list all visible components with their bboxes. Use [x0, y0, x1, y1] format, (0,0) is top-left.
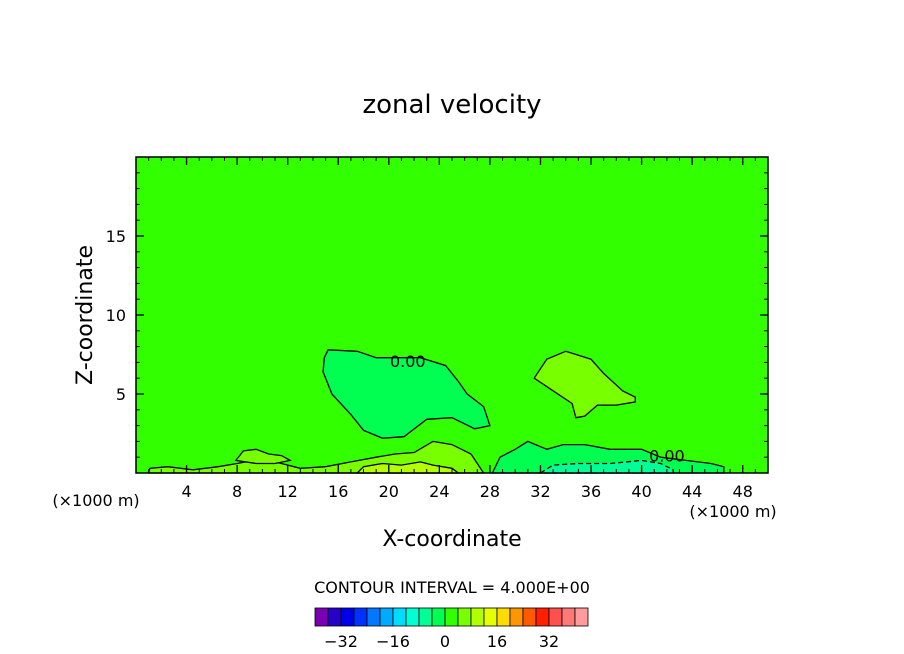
x-tick-label: 48: [733, 482, 753, 501]
x-tick-label: 40: [631, 482, 651, 501]
colorbar-tick-label: 0: [440, 632, 450, 651]
x-tick-label: 20: [379, 482, 399, 501]
y-tick-label: 5: [116, 385, 126, 404]
colorbar-swatch: [353, 607, 368, 627]
chart-title: zonal velocity: [362, 90, 541, 120]
colorbar-swatch: [431, 607, 446, 627]
positive-region-upper-right: [533, 350, 636, 419]
colorbar-tick-label: −32: [324, 632, 358, 651]
x-unit-left: (×1000 m): [52, 491, 139, 510]
colorbar-swatch: [327, 607, 342, 627]
colorbar-swatch: [457, 607, 472, 627]
colorbar-swatch: [574, 607, 589, 627]
negative-region-near-surface: [538, 459, 674, 474]
y-tick-labels: 5 10 15: [106, 227, 126, 404]
colorbar-tick-label: −16: [376, 632, 410, 651]
axis-ticks: [136, 157, 768, 473]
x-axis-label: X-coordinate: [382, 527, 521, 552]
colorbar-swatch: [340, 607, 355, 627]
colorbar-swatch: [509, 607, 524, 627]
colorbar-swatch: [483, 607, 498, 627]
colorbar: [314, 607, 589, 627]
colorbar-swatch: [522, 607, 537, 627]
contour-label-1: 0.00: [390, 352, 426, 371]
colorbar-tick-labels: −32 −16 0 16 32: [324, 632, 559, 651]
contour-regions: 0.00 0.00: [147, 349, 725, 474]
colorbar-swatch: [561, 607, 576, 627]
colorbar-tick-label: 16: [487, 632, 507, 651]
colorbar-swatch: [535, 607, 550, 627]
x-unit-right: (×1000 m): [689, 502, 776, 521]
y-axis-label: Z-coordinate: [73, 245, 98, 385]
x-tick-label: 4: [181, 482, 191, 501]
x-tick-label: 12: [278, 482, 298, 501]
colorbar-swatch: [379, 607, 394, 627]
contour-interval-text: CONTOUR INTERVAL = 4.000E+00: [314, 578, 590, 597]
x-tick-label: 8: [232, 482, 242, 501]
x-tick-label: 32: [530, 482, 550, 501]
contour-label-2: 0.00: [649, 447, 685, 466]
x-tick-label: 24: [429, 482, 449, 501]
colorbar-swatch: [418, 607, 433, 627]
x-tick-label: 16: [328, 482, 348, 501]
colorbar-swatch: [392, 607, 407, 627]
colorbar-swatch: [496, 607, 511, 627]
colorbar-swatch: [314, 607, 329, 627]
plot-area: 0.00 0.00: [135, 156, 769, 474]
field-background: [136, 157, 768, 473]
y-tick-label: 15: [106, 227, 126, 246]
colorbar-tick-label: 32: [539, 632, 559, 651]
colorbar-swatch: [405, 607, 420, 627]
x-tick-label: 28: [480, 482, 500, 501]
x-tick-labels: 4 8 12 16 20 24 28 32 36 40 44 48: [181, 482, 752, 501]
positive-region-left-blob: [234, 448, 293, 465]
colorbar-swatch: [366, 607, 381, 627]
negative-region-central: [322, 349, 491, 439]
colorbar-swatch: [470, 607, 485, 627]
colorbar-swatch: [444, 607, 459, 627]
x-tick-label: 44: [682, 482, 702, 501]
x-tick-label: 36: [581, 482, 601, 501]
colorbar-swatch: [548, 607, 563, 627]
negative-region-lower-right: [491, 440, 725, 474]
y-tick-label: 10: [106, 306, 126, 325]
positive-region-surface-center: [355, 461, 461, 474]
